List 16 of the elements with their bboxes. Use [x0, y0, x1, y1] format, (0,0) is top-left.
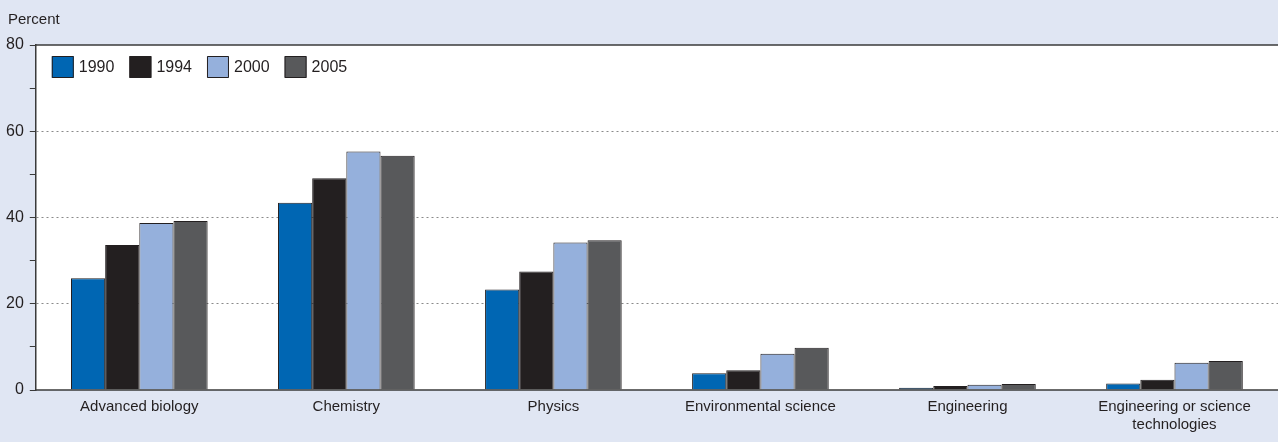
- x-tick-label: Chemistry: [312, 397, 381, 415]
- legend-label: 2005: [311, 58, 348, 76]
- y-tick-label: 0: [14, 380, 24, 398]
- x-tick-label: Advanced biology: [80, 397, 200, 415]
- y-tick-label: 20: [6, 294, 24, 312]
- y-axis-title: Percent: [8, 10, 61, 27]
- legend-label: 2000: [233, 58, 270, 76]
- legend-label: 1994: [156, 58, 193, 76]
- y-tick-label: 60: [6, 121, 24, 139]
- x-tick-label: Physics: [527, 397, 580, 415]
- x-tick-label: Engineering or science technologies: [1098, 397, 1251, 433]
- legend-label: 1990: [78, 58, 115, 76]
- x-tick-label: Environmental science: [684, 397, 836, 415]
- x-tick-label: Engineering: [927, 397, 1008, 415]
- y-tick-label: 80: [6, 35, 24, 53]
- y-tick-label: 40: [6, 207, 24, 225]
